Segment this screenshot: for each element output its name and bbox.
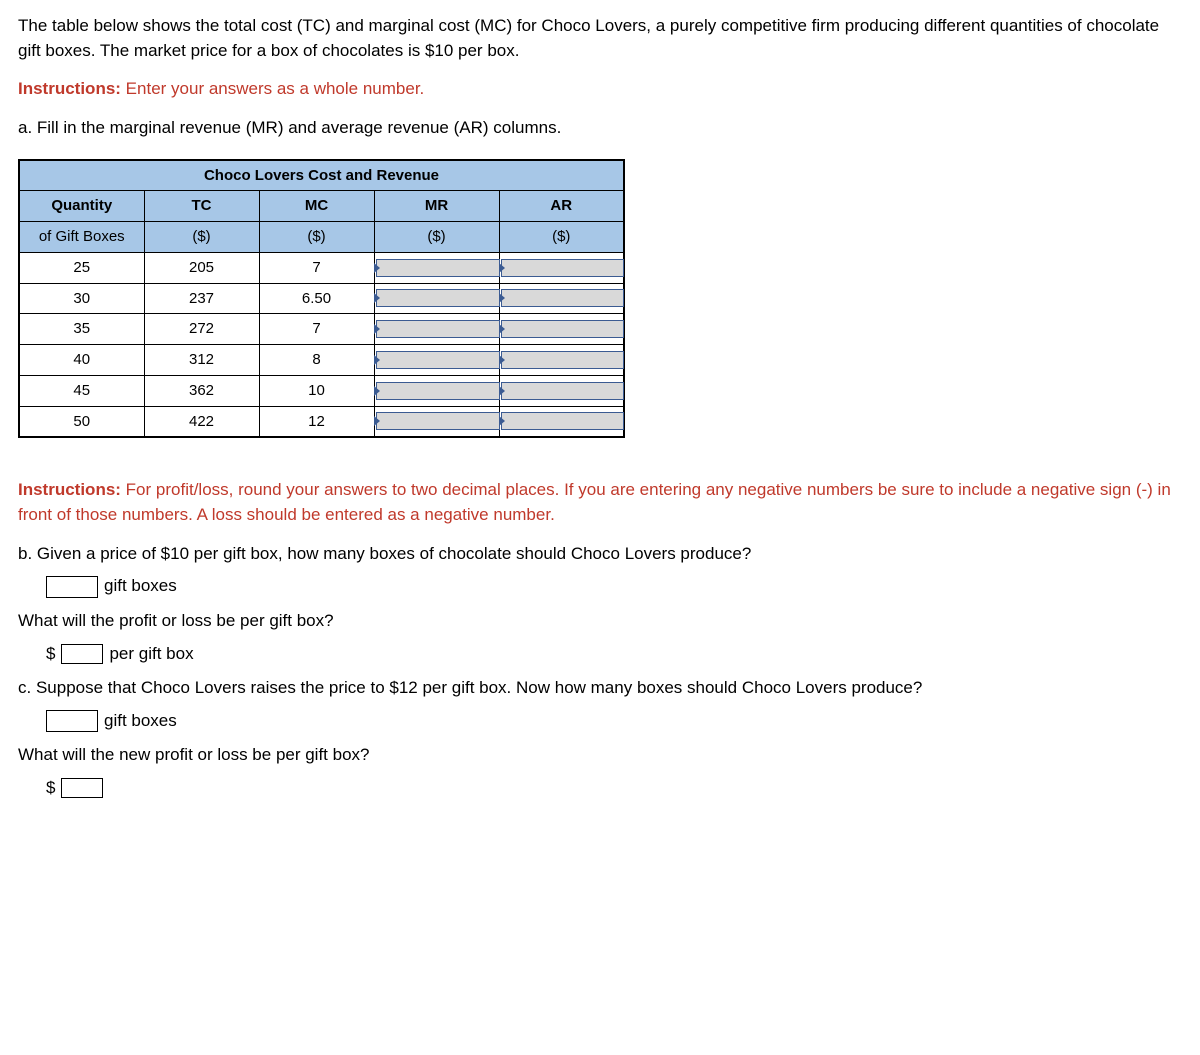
intro-text: The table below shows the total cost (TC…: [18, 14, 1182, 63]
mr-input[interactable]: [376, 259, 500, 277]
cell-tc: 237: [144, 283, 259, 314]
part-b-boxes-input[interactable]: [46, 576, 98, 598]
cell-mc: 10: [259, 375, 374, 406]
part-c-unit1: gift boxes: [104, 709, 177, 734]
cell-mc: 6.50: [259, 283, 374, 314]
instructions-1-text: Enter your answers as a whole number.: [121, 79, 424, 98]
instructions-2-text: For profit/loss, round your answers to t…: [18, 480, 1171, 524]
col-tc-unit: ($): [144, 222, 259, 253]
col-mr-unit: ($): [374, 222, 499, 253]
part-b-profit-input[interactable]: [61, 644, 103, 664]
part-c-profit-input[interactable]: [61, 778, 103, 798]
mr-input[interactable]: [376, 320, 500, 338]
cell-mc: 7: [259, 252, 374, 283]
cell-tc: 362: [144, 375, 259, 406]
col-mc-unit: ($): [259, 222, 374, 253]
cell-mc: 12: [259, 406, 374, 437]
cell-tc: 205: [144, 252, 259, 283]
part-b-question: b. Given a price of $10 per gift box, ho…: [18, 542, 1182, 567]
part-c-boxes-input[interactable]: [46, 710, 98, 732]
table-row: 45 362 10: [19, 375, 624, 406]
cell-q: 40: [19, 345, 144, 376]
part-c-sub: What will the new profit or loss be per …: [18, 743, 1182, 768]
chevron-right-icon: [499, 355, 505, 365]
chevron-right-icon: [374, 386, 380, 396]
ar-input[interactable]: [501, 320, 625, 338]
chevron-right-icon: [499, 293, 505, 303]
cell-tc: 312: [144, 345, 259, 376]
ar-input[interactable]: [501, 351, 625, 369]
part-b-unit2: per gift box: [109, 642, 193, 667]
table-row: 35 272 7: [19, 314, 624, 345]
dollar-sign: $: [46, 776, 55, 801]
cell-q: 25: [19, 252, 144, 283]
cell-tc: 422: [144, 406, 259, 437]
table-row: 40 312 8: [19, 345, 624, 376]
instructions-2: Instructions: For profit/loss, round you…: [18, 478, 1182, 527]
dollar-sign: $: [46, 642, 55, 667]
ar-input[interactable]: [501, 259, 625, 277]
cell-mc: 7: [259, 314, 374, 345]
cost-revenue-table: Choco Lovers Cost and Revenue Quantity T…: [18, 159, 1182, 439]
instructions-1: Instructions: Enter your answers as a wh…: [18, 77, 1182, 102]
col-ar: AR: [499, 191, 624, 222]
chevron-right-icon: [374, 355, 380, 365]
cell-tc: 272: [144, 314, 259, 345]
part-b-unit1: gift boxes: [104, 574, 177, 599]
chevron-right-icon: [374, 324, 380, 334]
chevron-right-icon: [499, 263, 505, 273]
chevron-right-icon: [499, 324, 505, 334]
cell-q: 45: [19, 375, 144, 406]
part-a-text: a. Fill in the marginal revenue (MR) and…: [18, 116, 1182, 141]
cell-mc: 8: [259, 345, 374, 376]
part-b-sub: What will the profit or loss be per gift…: [18, 609, 1182, 634]
col-mr: MR: [374, 191, 499, 222]
mr-input[interactable]: [376, 351, 500, 369]
ar-input[interactable]: [501, 382, 625, 400]
chevron-right-icon: [374, 263, 380, 273]
table-row: 30 237 6.50: [19, 283, 624, 314]
cell-q: 30: [19, 283, 144, 314]
table-row: 50 422 12: [19, 406, 624, 437]
chevron-right-icon: [499, 386, 505, 396]
chevron-right-icon: [374, 416, 380, 426]
mr-input[interactable]: [376, 382, 500, 400]
table-title: Choco Lovers Cost and Revenue: [19, 160, 624, 191]
col-tc: TC: [144, 191, 259, 222]
chevron-right-icon: [374, 293, 380, 303]
table-row: 25 205 7: [19, 252, 624, 283]
col-mc: MC: [259, 191, 374, 222]
col-quantity: Quantity: [19, 191, 144, 222]
col-ar-unit: ($): [499, 222, 624, 253]
chevron-right-icon: [499, 416, 505, 426]
cell-q: 50: [19, 406, 144, 437]
part-c-question: c. Suppose that Choco Lovers raises the …: [18, 676, 1182, 701]
ar-input[interactable]: [501, 289, 625, 307]
ar-input[interactable]: [501, 412, 625, 430]
col-quantity-sub: of Gift Boxes: [19, 222, 144, 253]
mr-input[interactable]: [376, 412, 500, 430]
mr-input[interactable]: [376, 289, 500, 307]
instructions-1-label: Instructions:: [18, 79, 121, 98]
instructions-2-label: Instructions:: [18, 480, 121, 499]
cell-q: 35: [19, 314, 144, 345]
